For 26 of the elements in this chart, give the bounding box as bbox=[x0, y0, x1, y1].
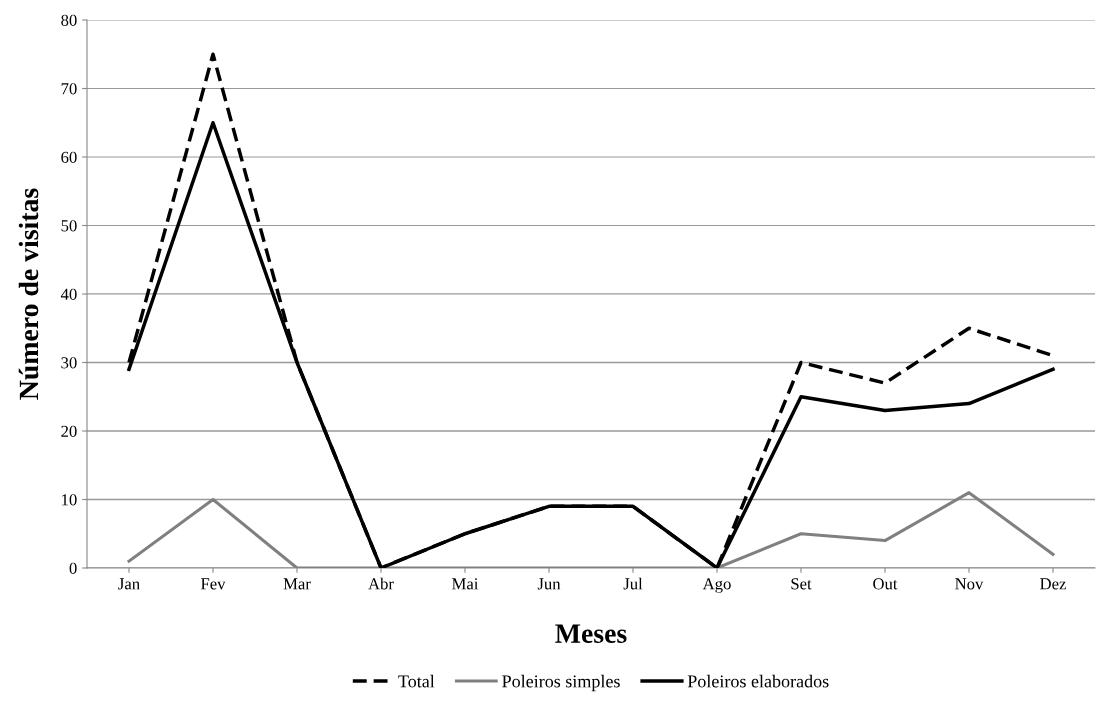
y-tick-label: 70 bbox=[61, 83, 77, 95]
x-tick-label: Jan bbox=[118, 578, 140, 590]
y-tick-label: 80 bbox=[61, 14, 77, 26]
x-tick-label: Fev bbox=[200, 578, 226, 590]
y-tick-label: 30 bbox=[61, 357, 77, 369]
x-tick-label: Dez bbox=[1040, 578, 1066, 590]
y-tick-label: 0 bbox=[69, 562, 77, 574]
y-tick-label: 40 bbox=[60, 288, 77, 300]
legend-label: Poleiros simples bbox=[502, 674, 620, 692]
x-tick-label: Nov bbox=[955, 578, 984, 590]
legend-label: Total bbox=[398, 674, 435, 688]
legend-label: Poleiros elaborados bbox=[687, 674, 829, 688]
x-tick-label: Jul bbox=[623, 577, 643, 590]
y-axis-title: Número de visitas bbox=[18, 188, 39, 400]
x-tick-label: Mai bbox=[452, 578, 479, 590]
x-tick-label: Set bbox=[791, 578, 812, 590]
y-tick-label: 50 bbox=[61, 220, 77, 232]
x-tick-label: Mar bbox=[283, 578, 311, 590]
x-tick-label: Out bbox=[873, 578, 898, 590]
x-tick-label: Jun bbox=[537, 578, 561, 590]
x-axis-title: Meses bbox=[555, 624, 627, 643]
y-tick-label: 60 bbox=[61, 151, 77, 163]
x-tick-label: Abr bbox=[368, 577, 394, 590]
x-tick-label: Ago bbox=[702, 578, 731, 593]
y-tick-label: 20 bbox=[61, 425, 77, 437]
y-tick-label: 10 bbox=[62, 494, 77, 506]
